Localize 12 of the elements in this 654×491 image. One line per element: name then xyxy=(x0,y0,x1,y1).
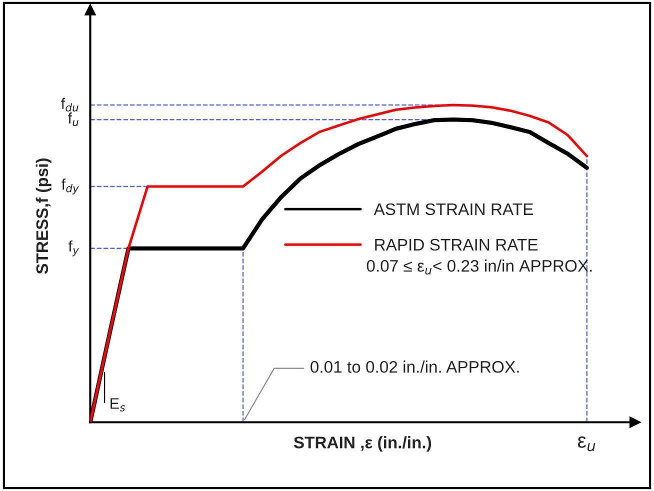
annotation: 0.07 ≤ ε$_{u}$< 0.23 in/in APPROX. xyxy=(366,260,592,275)
annotation: E$_{s}$ xyxy=(110,398,126,412)
ref-line-label: f$_{u}$ xyxy=(68,112,78,126)
y-axis-title: STRESS,f (psi) xyxy=(36,158,52,274)
ref-line-label: f$_{du}$ xyxy=(61,98,78,112)
annotation: 0.01 to 0.02 in./in. APPROX. xyxy=(310,360,519,373)
text: ε$_{u}$ xyxy=(578,436,596,452)
legend-label: ASTM STRAIN RATE xyxy=(374,203,533,216)
ref-line-label: f$_{dy}$ xyxy=(62,178,79,194)
ref-line-label: f$_{y}$ xyxy=(68,240,80,256)
legend-label: RAPID STRAIN RATE xyxy=(375,238,538,251)
x-axis-title: STRAIN ,ε (in./in.) xyxy=(294,436,432,452)
